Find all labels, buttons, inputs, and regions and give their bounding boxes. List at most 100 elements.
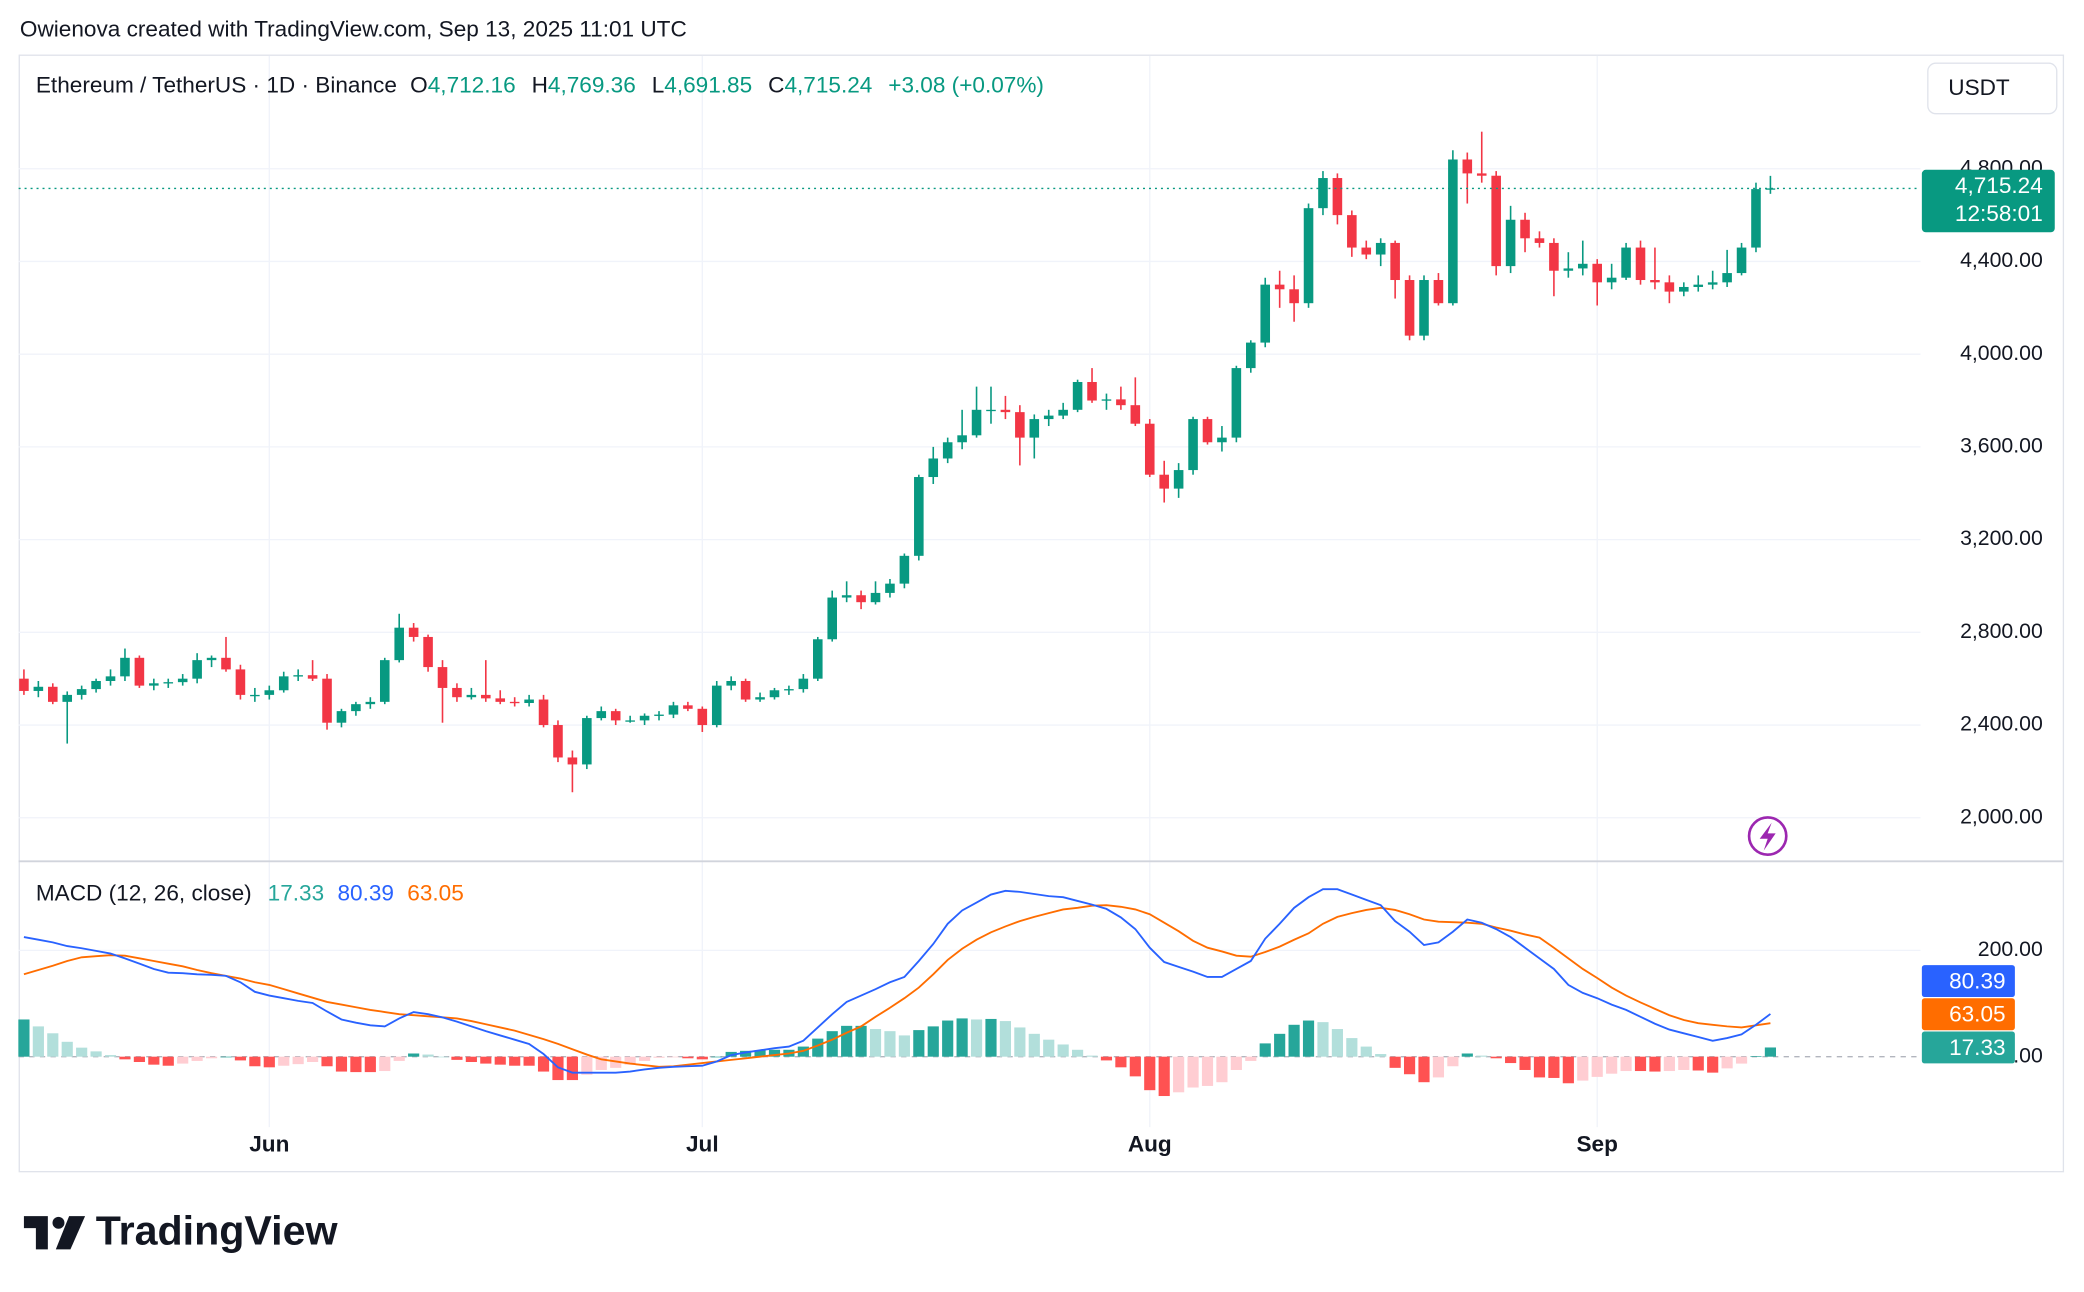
candle-body	[841, 595, 852, 598]
y-tick-label: 4,400.00	[1960, 248, 2043, 272]
candle-body	[1087, 381, 1097, 401]
candle-body	[1072, 381, 1083, 410]
candle-body	[278, 676, 289, 691]
histogram-bar	[682, 1056, 694, 1059]
candle-body	[1029, 419, 1040, 438]
histogram-bar	[841, 1025, 853, 1057]
histogram-bar	[18, 1019, 30, 1057]
histogram-bar	[855, 1025, 867, 1057]
candle-body	[1289, 289, 1299, 304]
candle-body	[654, 714, 664, 716]
alert-icon[interactable]	[1747, 816, 1788, 856]
histogram-bar	[1144, 1056, 1156, 1091]
candle-body	[105, 676, 116, 681]
y-tick-label: 3,200.00	[1960, 526, 2043, 550]
histogram-bar	[942, 1020, 954, 1057]
candle-body	[1736, 247, 1747, 274]
signal-line	[23, 904, 1771, 1068]
histogram-bar	[1331, 1029, 1343, 1057]
legend-key: O	[410, 72, 428, 97]
histogram-bar	[1100, 1056, 1113, 1061]
candle-body	[495, 698, 506, 702]
histogram-bar	[1735, 1056, 1748, 1064]
symbol-legend: Ethereum / TetherUS · 1D · Binance O4,712…	[36, 72, 1044, 97]
candles	[18, 131, 1921, 793]
macd-legend: MACD (12, 26, close) 17.33 80.39 63.05	[36, 881, 464, 906]
histogram-bar	[1230, 1056, 1242, 1070]
histogram-bar	[1201, 1056, 1214, 1086]
histogram-bar	[1548, 1056, 1560, 1078]
candle-body	[1144, 423, 1155, 475]
histogram-bar	[826, 1031, 838, 1057]
histogram-bar	[220, 1056, 232, 1058]
histogram-bar	[61, 1041, 73, 1057]
candle-body	[1404, 280, 1415, 336]
candle-body	[697, 708, 708, 726]
currency-box[interactable]	[1927, 62, 2058, 115]
candle-body	[466, 694, 477, 698]
candle-body	[423, 636, 433, 668]
histogram-bar	[47, 1033, 59, 1057]
candle-body	[567, 757, 578, 765]
candle-body	[639, 715, 650, 721]
candle-body	[784, 689, 794, 691]
candle-body	[1635, 247, 1646, 281]
histogram-bar	[1577, 1056, 1589, 1081]
value-tag-label: 80.39	[1949, 968, 2006, 993]
histogram-bar	[1750, 1056, 1762, 1057]
candle-body	[755, 697, 765, 700]
candle-body	[1043, 415, 1054, 420]
alert-bolt[interactable]	[1759, 822, 1776, 851]
legend-value: 4,691.85	[664, 72, 752, 97]
candle-body	[1491, 175, 1501, 267]
candle-body	[812, 639, 823, 679]
value-tag-label: 17.33	[1949, 1035, 2006, 1060]
candle-body	[683, 705, 693, 709]
histogram-bar	[927, 1026, 939, 1057]
candle-body	[1693, 284, 1704, 287]
candle-body	[625, 720, 635, 722]
histogram-bar	[1692, 1056, 1704, 1071]
histogram-bar	[985, 1018, 997, 1057]
candle-body	[509, 701, 520, 704]
last-price-tag	[1921, 169, 2055, 233]
histogram-bar	[249, 1056, 261, 1067]
candle-body	[1303, 208, 1314, 304]
histogram-bar	[1375, 1054, 1387, 1057]
x-tick-label: Jul	[686, 1132, 719, 1157]
histogram-bar	[350, 1056, 362, 1073]
histogram-bar	[278, 1056, 290, 1066]
histogram-bar	[335, 1056, 348, 1072]
candle-body	[250, 694, 260, 697]
histogram-bar	[1707, 1056, 1719, 1073]
logo-mark	[23, 1216, 48, 1250]
histogram-bar	[812, 1038, 824, 1057]
legend-value: 4,712.16	[428, 72, 516, 97]
histogram-bar	[552, 1056, 564, 1081]
histogram-bar	[638, 1056, 651, 1061]
candle-body	[538, 699, 549, 726]
candle-body	[1202, 419, 1213, 443]
candle-body	[1015, 412, 1025, 438]
histogram-bar	[1317, 1022, 1329, 1057]
legend-change: +3.08 (+0.07%)	[888, 72, 1044, 97]
candle-body	[1231, 368, 1242, 438]
histogram-bar	[1634, 1056, 1647, 1072]
symbol: Ethereum / TetherUS · 1D · Binance	[36, 72, 397, 97]
candle-body	[870, 592, 881, 603]
candle-body	[1722, 273, 1732, 283]
candle-body	[221, 657, 231, 670]
histogram-bar	[494, 1056, 506, 1065]
histogram-bar	[191, 1056, 203, 1061]
histogram-bar	[1649, 1056, 1661, 1072]
candle-body	[1577, 263, 1588, 269]
currency[interactable]: USDT	[1948, 75, 2010, 100]
candle-body	[33, 686, 44, 691]
histogram-bar	[869, 1029, 882, 1057]
currency-button[interactable]: USDT	[1927, 62, 2058, 115]
histogram-bar	[292, 1056, 304, 1065]
legend-histogram: 17.33	[268, 881, 325, 906]
histogram-bar	[451, 1056, 463, 1060]
